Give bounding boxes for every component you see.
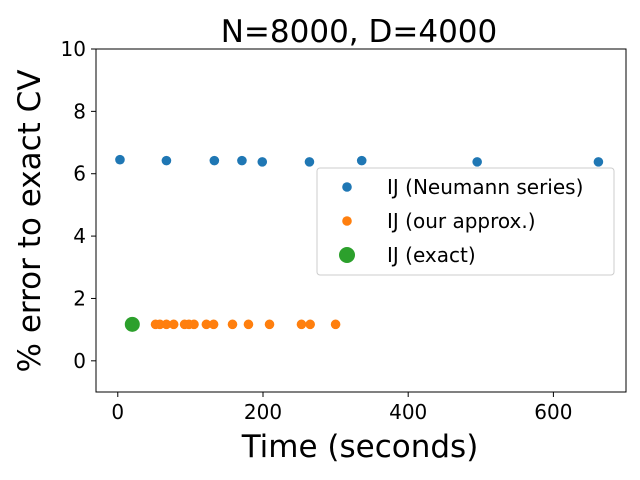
- data-point: [304, 157, 315, 167]
- data-point: [189, 319, 199, 330]
- data-point: [161, 155, 172, 166]
- plot-area: [115, 154, 604, 332]
- legend-box: [316, 167, 615, 276]
- data-point: [161, 319, 172, 330]
- legend-label: IJ (Neumann series): [387, 175, 583, 199]
- x-tick-label: 0: [111, 400, 124, 424]
- data-point: [257, 157, 268, 167]
- legend-marker: [339, 247, 355, 263]
- x-axis-label: Time (seconds): [241, 429, 479, 465]
- y-tick-label: 2: [73, 286, 86, 310]
- legend-label: IJ (our approx.): [387, 209, 536, 233]
- data-point: [209, 155, 220, 166]
- chart-title: N=8000, D=4000: [221, 14, 498, 50]
- legend-marker: [342, 216, 352, 226]
- y-tick-label: 4: [73, 224, 86, 248]
- data-point: [124, 316, 140, 332]
- data-point: [201, 319, 212, 330]
- x-tick-label: 400: [389, 400, 427, 424]
- legend: IJ (Neumann series) IJ (our approx.) IJ (e…: [316, 167, 615, 276]
- x-axis: 0 200 400 600: [111, 392, 572, 424]
- data-point: [208, 319, 219, 330]
- data-point: [296, 319, 307, 330]
- data-point: [593, 157, 604, 167]
- data-point: [115, 154, 125, 165]
- x-tick-label: 200: [244, 400, 282, 424]
- data-point: [330, 319, 341, 330]
- legend-label: IJ (exact): [387, 243, 476, 267]
- data-point: [227, 319, 238, 330]
- axes-frame: [95, 48, 627, 393]
- data-point: [356, 155, 367, 166]
- y-axis-label: % error to exact CV: [12, 70, 48, 373]
- data-point: [237, 155, 247, 166]
- data-point: [305, 319, 315, 330]
- y-tick-label: 6: [73, 162, 86, 186]
- y-tick-label: 0: [73, 349, 86, 373]
- legend-marker: [342, 182, 352, 192]
- data-point: [168, 319, 179, 330]
- y-tick-label: 8: [73, 99, 86, 123]
- y-tick-label: 10: [61, 37, 86, 61]
- y-axis: 0 2 4 6 8 10: [61, 37, 96, 373]
- data-point: [264, 319, 275, 330]
- data-point: [243, 319, 254, 330]
- data-point: [472, 157, 482, 167]
- x-tick-label: 600: [534, 400, 572, 424]
